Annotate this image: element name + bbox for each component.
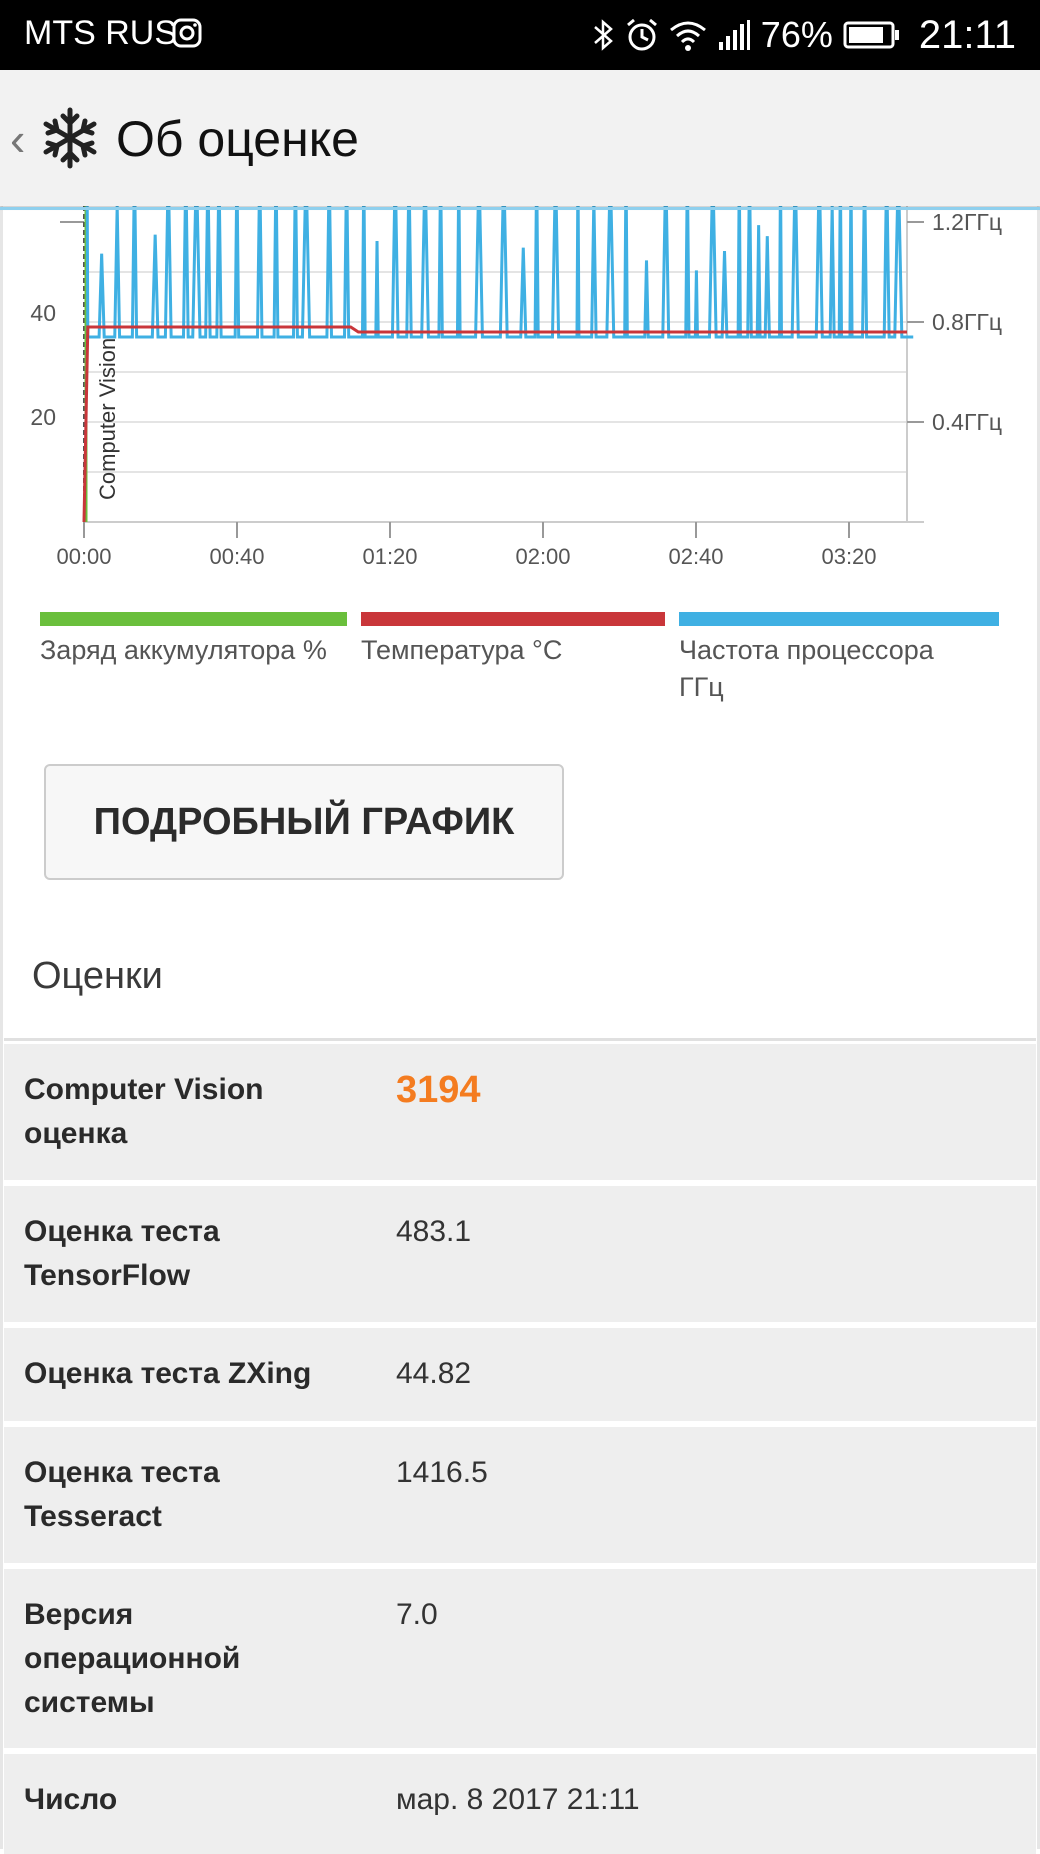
status-icons: 76% 21:11 <box>591 10 1016 60</box>
clock: 21:11 <box>918 12 1016 57</box>
temperature-series-line <box>82 325 907 523</box>
legend-swatch <box>679 612 999 626</box>
chart-legend: Заряд аккумулятора % Температура °C Част… <box>0 612 1040 712</box>
x-tick-label: 03:20 <box>821 544 876 569</box>
right-ticks <box>907 221 924 423</box>
row-label: Оценка теста Tesseract <box>24 1456 220 1533</box>
carrier-name: MTS RUS <box>24 14 177 52</box>
table-row: Computer Vision оценка 3194 <box>4 1044 1036 1186</box>
legend-swatch <box>361 612 665 626</box>
x-tick-label: 02:40 <box>668 544 723 569</box>
legend-swatch <box>40 612 347 626</box>
section-title: Оценки <box>32 955 163 997</box>
chart-annotation: Computer Vision <box>95 338 120 500</box>
right-tick-label: 0.4ГГц <box>932 409 1002 435</box>
left-tick-label: 40 <box>30 300 56 326</box>
x-tick-label: 00:00 <box>56 544 111 569</box>
table-row: Оценка теста Tesseract 1416.5 <box>4 1427 1036 1569</box>
x-tick-label: 02:00 <box>515 544 570 569</box>
row-label: Версия операционной системы <box>24 1598 241 1719</box>
table-row: Оценка теста TensorFlow 483.1 <box>4 1186 1036 1328</box>
page-title: Об оценке <box>116 111 359 167</box>
signal-icon <box>718 20 750 50</box>
legend-label: Частота процессора ГГц <box>679 635 934 702</box>
row-value: 3194 <box>396 1069 481 1111</box>
row-label: Оценка теста ZXing <box>24 1357 312 1390</box>
left-edge <box>0 206 3 1849</box>
row-value: 1416.5 <box>396 1456 488 1489</box>
row-label: Оценка теста TensorFlow <box>24 1215 220 1292</box>
instagram-icon <box>172 18 202 48</box>
x-tick-label: 01:20 <box>362 544 417 569</box>
legend-item-battery: Заряд аккумулятора % <box>40 612 347 669</box>
legend-label: Заряд аккумулятора % <box>40 635 327 665</box>
row-value: 7.0 <box>396 1598 438 1631</box>
legend-label: Температура °C <box>361 635 563 665</box>
row-label: Computer Vision оценка <box>24 1073 264 1150</box>
cpu-frequency-series-line <box>85 206 914 339</box>
x-ticks <box>83 522 850 538</box>
battery-icon <box>843 21 899 49</box>
app-bar: ‹ Об оценке <box>0 70 1040 210</box>
legend-item-temperature: Температура °C <box>361 612 665 669</box>
row-value: 44.82 <box>396 1357 472 1390</box>
x-tick-label: 00:40 <box>209 544 264 569</box>
right-edge <box>1037 206 1040 1849</box>
table-row: Версия операционной системы 7.0 <box>4 1569 1036 1754</box>
scores-table: Computer Vision оценка 3194 Оценка теста… <box>4 1044 1036 1854</box>
right-tick-label: 1.2ГГц <box>932 209 1002 235</box>
legend-item-cpu-frequency: Частота процессора ГГц <box>679 612 999 706</box>
battery-percent: 76% <box>760 14 833 55</box>
left-tick-label: 60 <box>30 206 56 207</box>
section-divider <box>4 1038 1036 1041</box>
left-tick-label: 20 <box>30 404 56 430</box>
row-value: мар. 8 2017 21:11 <box>396 1783 640 1816</box>
battery-chart: Computer Vision 60 40 20 1.2ГГц 0.8ГГц 0… <box>30 206 1002 569</box>
row-label: Число <box>24 1783 118 1816</box>
wifi-icon <box>669 21 706 51</box>
bluetooth-icon <box>593 19 613 51</box>
status-bar: MTS RUS 76% <box>0 0 1040 70</box>
row-value: 483.1 <box>396 1215 472 1248</box>
right-tick-label: 0.8ГГц <box>932 309 1002 335</box>
snowflake-logo-icon[interactable] <box>38 106 102 170</box>
back-chevron-icon[interactable]: ‹ <box>10 113 26 165</box>
app-bar-accent-line <box>0 207 1040 210</box>
table-row: Оценка теста ZXing 44.82 <box>4 1328 1036 1427</box>
detailed-chart-button[interactable]: ПОДРОБНЫЙ ГРАФИК <box>44 764 564 880</box>
table-row: Число мар. 8 2017 21:11 <box>4 1754 1036 1854</box>
alarm-icon <box>626 18 657 51</box>
